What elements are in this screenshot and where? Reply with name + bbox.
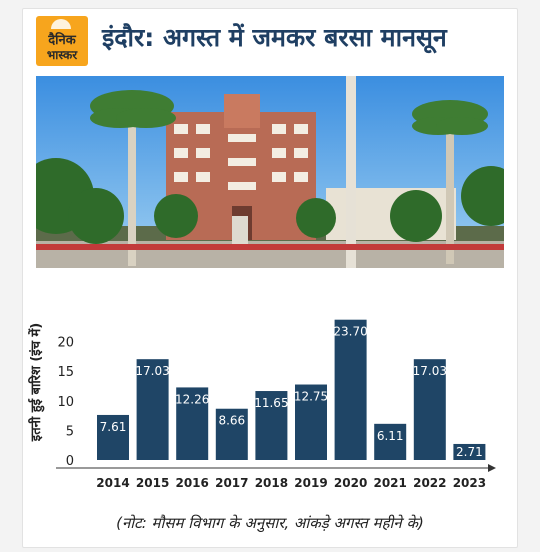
y-axis-label: इतनी हुई बारिश (इंच में) [28,323,45,442]
rainfall-chart: इतनी हुई बारिश (इंच में) 0 5 10 15 20 7.61 20… [28,292,518,506]
x-tick-label-2022: 2022 [413,476,446,490]
data-label-2022: 17.03 [413,364,447,378]
footnote: (नोट: मौसम विभाग के अनुसार, आंकड़े अगस्त… [116,514,424,532]
x-axis-arrow-icon [488,464,496,472]
logo-line-2: भास्कर [46,48,78,62]
data-label-2020: 23.70 [333,325,367,339]
x-tick-label-2023: 2023 [453,476,486,490]
x-tick-label-2014: 2014 [96,476,129,490]
y-tick-label: 0 [66,454,74,469]
data-label-2023: 2.71 [456,445,483,459]
bar-2022 [413,359,446,460]
sun-icon [51,19,71,29]
x-tick-label-2020: 2020 [334,476,367,490]
data-label-2021: 6.11 [377,429,404,443]
y-tick-label: 5 [66,424,74,439]
bar-2015 [136,359,169,460]
data-label-2019: 12.75 [294,390,328,404]
logo-line-1: दैनिक [48,33,76,48]
data-label-2014: 7.61 [100,420,127,434]
x-tick-label-2021: 2021 [373,476,406,490]
bar-2020 [334,319,367,460]
data-label-2017: 8.66 [218,414,245,428]
x-tick-label-2015: 2015 [136,476,169,490]
x-tick-label-2019: 2019 [294,476,327,490]
headline: इंदौर: अगस्त में जमकर बरसा मानसून [102,23,447,52]
bar-2018 [255,391,288,460]
bar-2019 [295,384,327,460]
data-label-2018: 11.65 [254,396,288,410]
rajwada-photo [36,76,504,268]
bar-2021 [374,423,407,460]
bar-2023 [453,443,486,460]
rainfall-bar-chart: इतनी हुई बारिश (इंच में) 0 5 10 15 20 7.61 20… [28,319,496,490]
bar-2017 [215,408,248,460]
x-tick-label-2016: 2016 [175,476,208,490]
data-label-2015: 17.03 [135,364,169,378]
data-label-2016: 12.26 [175,392,209,406]
y-tick-label: 20 [57,336,74,351]
dainik-bhaskar-logo: दैनिक भास्कर [36,16,88,66]
y-tick-label: 10 [57,395,74,410]
x-tick-label-2017: 2017 [215,476,248,490]
y-tick-label: 15 [57,365,74,380]
x-tick-label-2018: 2018 [255,476,288,490]
bar-2016 [176,387,209,460]
bar-2014 [97,414,129,460]
